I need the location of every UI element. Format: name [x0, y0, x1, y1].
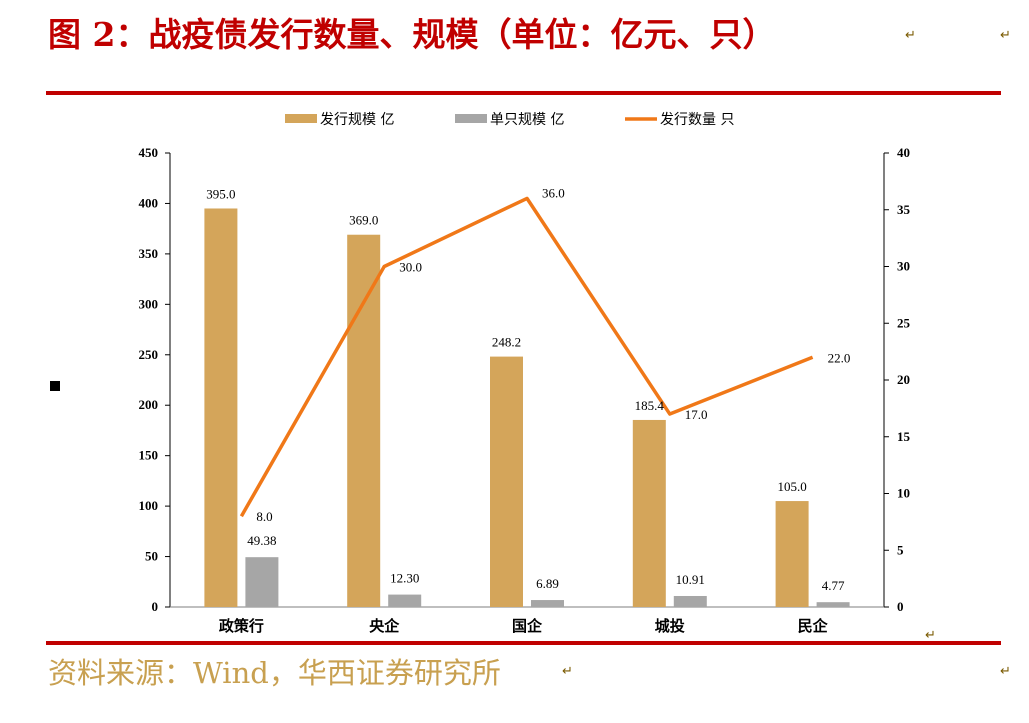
y-left-tick-label: 250	[139, 347, 159, 362]
x-category-label: 民企	[798, 617, 829, 635]
y-left-tick-label: 200	[139, 397, 159, 412]
bullet-square-icon	[50, 381, 60, 391]
return-mark-icon: ↵	[1000, 664, 1011, 679]
data-label-issue-count: 36.0	[542, 185, 565, 200]
return-mark-icon: ↵	[1000, 28, 1011, 43]
bar-single-scale	[388, 594, 422, 607]
y-left-tick-label: 450	[139, 145, 159, 160]
data-label-issue-scale: 105.0	[777, 479, 806, 494]
x-category-label: 国企	[512, 617, 543, 635]
data-label-issue-scale: 369.0	[349, 213, 378, 228]
data-label-issue-scale: 248.2	[492, 335, 521, 350]
bars	[204, 208, 850, 607]
figure-title: 图 2：战疫债发行数量、规模（单位：亿元、只）	[48, 15, 776, 54]
axes: 0 50 100 150 200 250 300 350 400 450 0 5 10 15 20 25 30 3…	[139, 145, 911, 635]
bar-single-scale	[673, 595, 707, 607]
legend-label: 发行规模 亿	[320, 112, 394, 128]
bar-issue-scale	[347, 234, 381, 607]
data-labels: 395.0 49.38 369.0 12.30 248.2 6.89 185.4 10.91 1…	[206, 185, 850, 593]
data-label-issue-count: 17.0	[685, 407, 708, 422]
y-right-tick-label: 5	[897, 542, 904, 557]
bar-issue-scale	[490, 356, 523, 607]
y-left-tick-label: 100	[139, 498, 159, 513]
data-label-single-scale: 49.38	[247, 533, 276, 548]
x-category-label: 城投	[655, 617, 685, 635]
y-left-tick-label: 300	[139, 296, 159, 311]
data-label-single-scale: 4.77	[822, 578, 845, 593]
legend-label: 发行数量 只	[660, 112, 734, 128]
data-label-single-scale: 10.91	[676, 572, 705, 587]
top-rule	[46, 91, 1001, 95]
bottom-rule	[46, 641, 1001, 645]
data-label-issue-scale: 395.0	[206, 186, 235, 201]
y-left-tick-label: 0	[152, 599, 159, 614]
data-label-issue-count: 8.0	[256, 509, 272, 524]
line-issue-count	[239, 196, 814, 518]
y-right-tick-label: 10	[897, 486, 910, 501]
data-label-single-scale: 12.30	[390, 571, 419, 586]
legend-swatch	[455, 114, 487, 123]
bar-issue-scale	[632, 419, 666, 607]
legend: 发行规模 亿 单只规模 亿 发行数量 只	[285, 112, 734, 128]
bar-single-scale	[245, 557, 279, 607]
data-label-single-scale: 6.89	[536, 576, 559, 591]
x-category-label: 央企	[369, 617, 400, 635]
return-mark-icon: ↵	[562, 664, 573, 679]
data-label-issue-scale: 185.4	[635, 398, 665, 413]
y-left-tick-label: 400	[139, 195, 159, 210]
bar-single-scale	[816, 602, 850, 607]
source-note: 资料来源：Wind，华西证券研究所	[48, 656, 501, 690]
bar-issue-scale	[204, 208, 238, 607]
data-label-issue-count: 30.0	[399, 260, 422, 275]
y-right-tick-label: 35	[897, 202, 911, 217]
legend-label: 单只规模 亿	[490, 112, 564, 128]
bar-issue-scale	[775, 501, 809, 607]
y-right-tick-label: 0	[897, 599, 904, 614]
y-right-tick-label: 15	[897, 429, 911, 444]
y-right-tick-label: 30	[897, 259, 910, 274]
y-left-tick-label: 150	[139, 448, 159, 463]
legend-swatch	[285, 114, 317, 123]
y-right-tick-label: 40	[897, 145, 910, 160]
x-category-label: 政策行	[219, 617, 264, 635]
y-left-tick-label: 350	[139, 246, 159, 261]
data-label-issue-count: 22.0	[828, 350, 851, 365]
y-right-tick-label: 20	[897, 372, 910, 387]
y-right-tick-label: 25	[897, 315, 911, 330]
return-mark-icon: ↵	[925, 628, 936, 643]
y-left-tick-label: 50	[145, 549, 158, 564]
return-mark-icon: ↵	[905, 28, 916, 43]
bar-single-scale	[531, 600, 564, 607]
line-series	[239, 196, 814, 518]
